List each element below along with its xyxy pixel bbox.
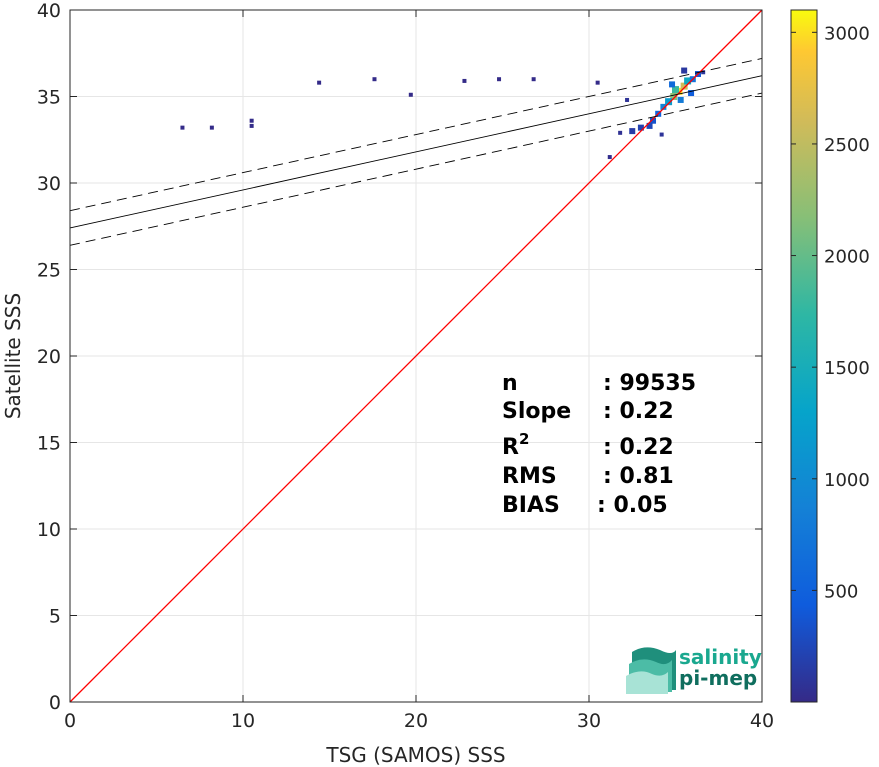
- density-cell: [701, 70, 706, 75]
- y-tick-label: 10: [37, 519, 61, 541]
- colorbar: [791, 10, 817, 702]
- density-cell: [672, 86, 679, 94]
- density-cell: [669, 81, 676, 88]
- density-cell: [670, 93, 678, 100]
- density-cell: [646, 122, 653, 129]
- density-cell: [209, 125, 214, 130]
- fit-line: [69, 75, 763, 229]
- x-tick-label: 20: [404, 710, 428, 732]
- x-tick-label: 10: [231, 710, 255, 732]
- density-cell: [659, 132, 664, 137]
- y-tick-label: 30: [37, 173, 61, 195]
- stat-n-value: : 99535: [603, 371, 696, 396]
- density-cell: [180, 125, 185, 130]
- density-cell: [462, 78, 467, 83]
- logo-line-2: pi-mep: [679, 666, 757, 690]
- density-cell: [531, 77, 536, 82]
- stat-slope-label: Slope: [502, 399, 571, 424]
- density-cell: [372, 77, 377, 82]
- stat-slope-value: : 0.22: [603, 399, 674, 424]
- density-cell: [317, 80, 322, 85]
- stat-bias-label: BIAS: [502, 493, 560, 518]
- x-tick-label: 0: [64, 710, 76, 732]
- density-cell: [497, 77, 502, 82]
- stat-rms-value: : 0.81: [603, 464, 674, 489]
- y-tick-label: 40: [37, 0, 61, 22]
- colorbar-frame: [790, 9, 818, 703]
- y-tick-label: 20: [37, 346, 61, 368]
- y-tick-label: 35: [37, 87, 61, 109]
- density-cell: [681, 67, 688, 74]
- stat-n-label: n: [502, 371, 518, 396]
- stat-rms-label: RMS: [502, 464, 557, 489]
- density-cell: [625, 97, 630, 102]
- y-tick-label: 0: [49, 692, 61, 714]
- density-cell: [677, 96, 684, 103]
- y-tick-label: 25: [37, 260, 61, 282]
- density-cell: [637, 124, 644, 131]
- regression-lines: [69, 9, 763, 703]
- fit-upper-bound: [69, 58, 763, 212]
- one-to-one-line: [69, 9, 763, 703]
- colorbar-tick-label: 3000: [824, 23, 870, 44]
- density-cell: [688, 90, 695, 97]
- density-cell: [408, 92, 413, 97]
- density-cell: [618, 130, 623, 135]
- colorbar-tick-label: 500: [824, 581, 858, 602]
- axis-ticks: 0 10 20 30 40 0 5 10 15 20 25 30 35 40: [37, 0, 774, 732]
- density-cell: [249, 118, 254, 123]
- stats-box: n : 99535 Slope : 0.22 R2 : 0.22 RMS : 0…: [502, 371, 696, 518]
- x-tick-label: 40: [750, 710, 774, 732]
- y-tick-label: 5: [49, 606, 61, 628]
- density-cell: [680, 82, 688, 90]
- colorbar-tick-label: 2500: [824, 135, 870, 156]
- stat-r2-value: : 0.22: [603, 435, 674, 460]
- colorbar-tick-label: 1000: [824, 470, 870, 491]
- y-axis-label: Satellite SSS: [1, 293, 25, 419]
- density-cell: [629, 128, 636, 135]
- x-tick-label: 30: [577, 710, 601, 732]
- density-cell: [665, 98, 673, 106]
- density-cell: [249, 123, 254, 128]
- colorbar-ticks: 500 1000 1500 2000 2500 3000: [791, 23, 870, 602]
- stat-bias-value: : 0.05: [597, 493, 668, 518]
- fit-lower-bound: [69, 92, 763, 246]
- colorbar-tick-label: 1500: [824, 358, 870, 379]
- x-axis-label: TSG (SAMOS) SSS: [325, 743, 505, 767]
- density-cell: [684, 77, 692, 85]
- colorbar-tick-label: 2000: [824, 247, 870, 268]
- salinity-pimep-logo: salinity pi-mep: [626, 645, 762, 694]
- density-cell: [595, 80, 600, 85]
- y-tick-label: 15: [37, 433, 61, 455]
- wave-logo-icon: [626, 647, 676, 694]
- stat-r2-label: R2: [502, 430, 529, 460]
- density-cell: [607, 155, 612, 160]
- logo-line-1: salinity: [679, 645, 762, 669]
- density-cell: [650, 117, 657, 124]
- density-cell: [660, 103, 667, 110]
